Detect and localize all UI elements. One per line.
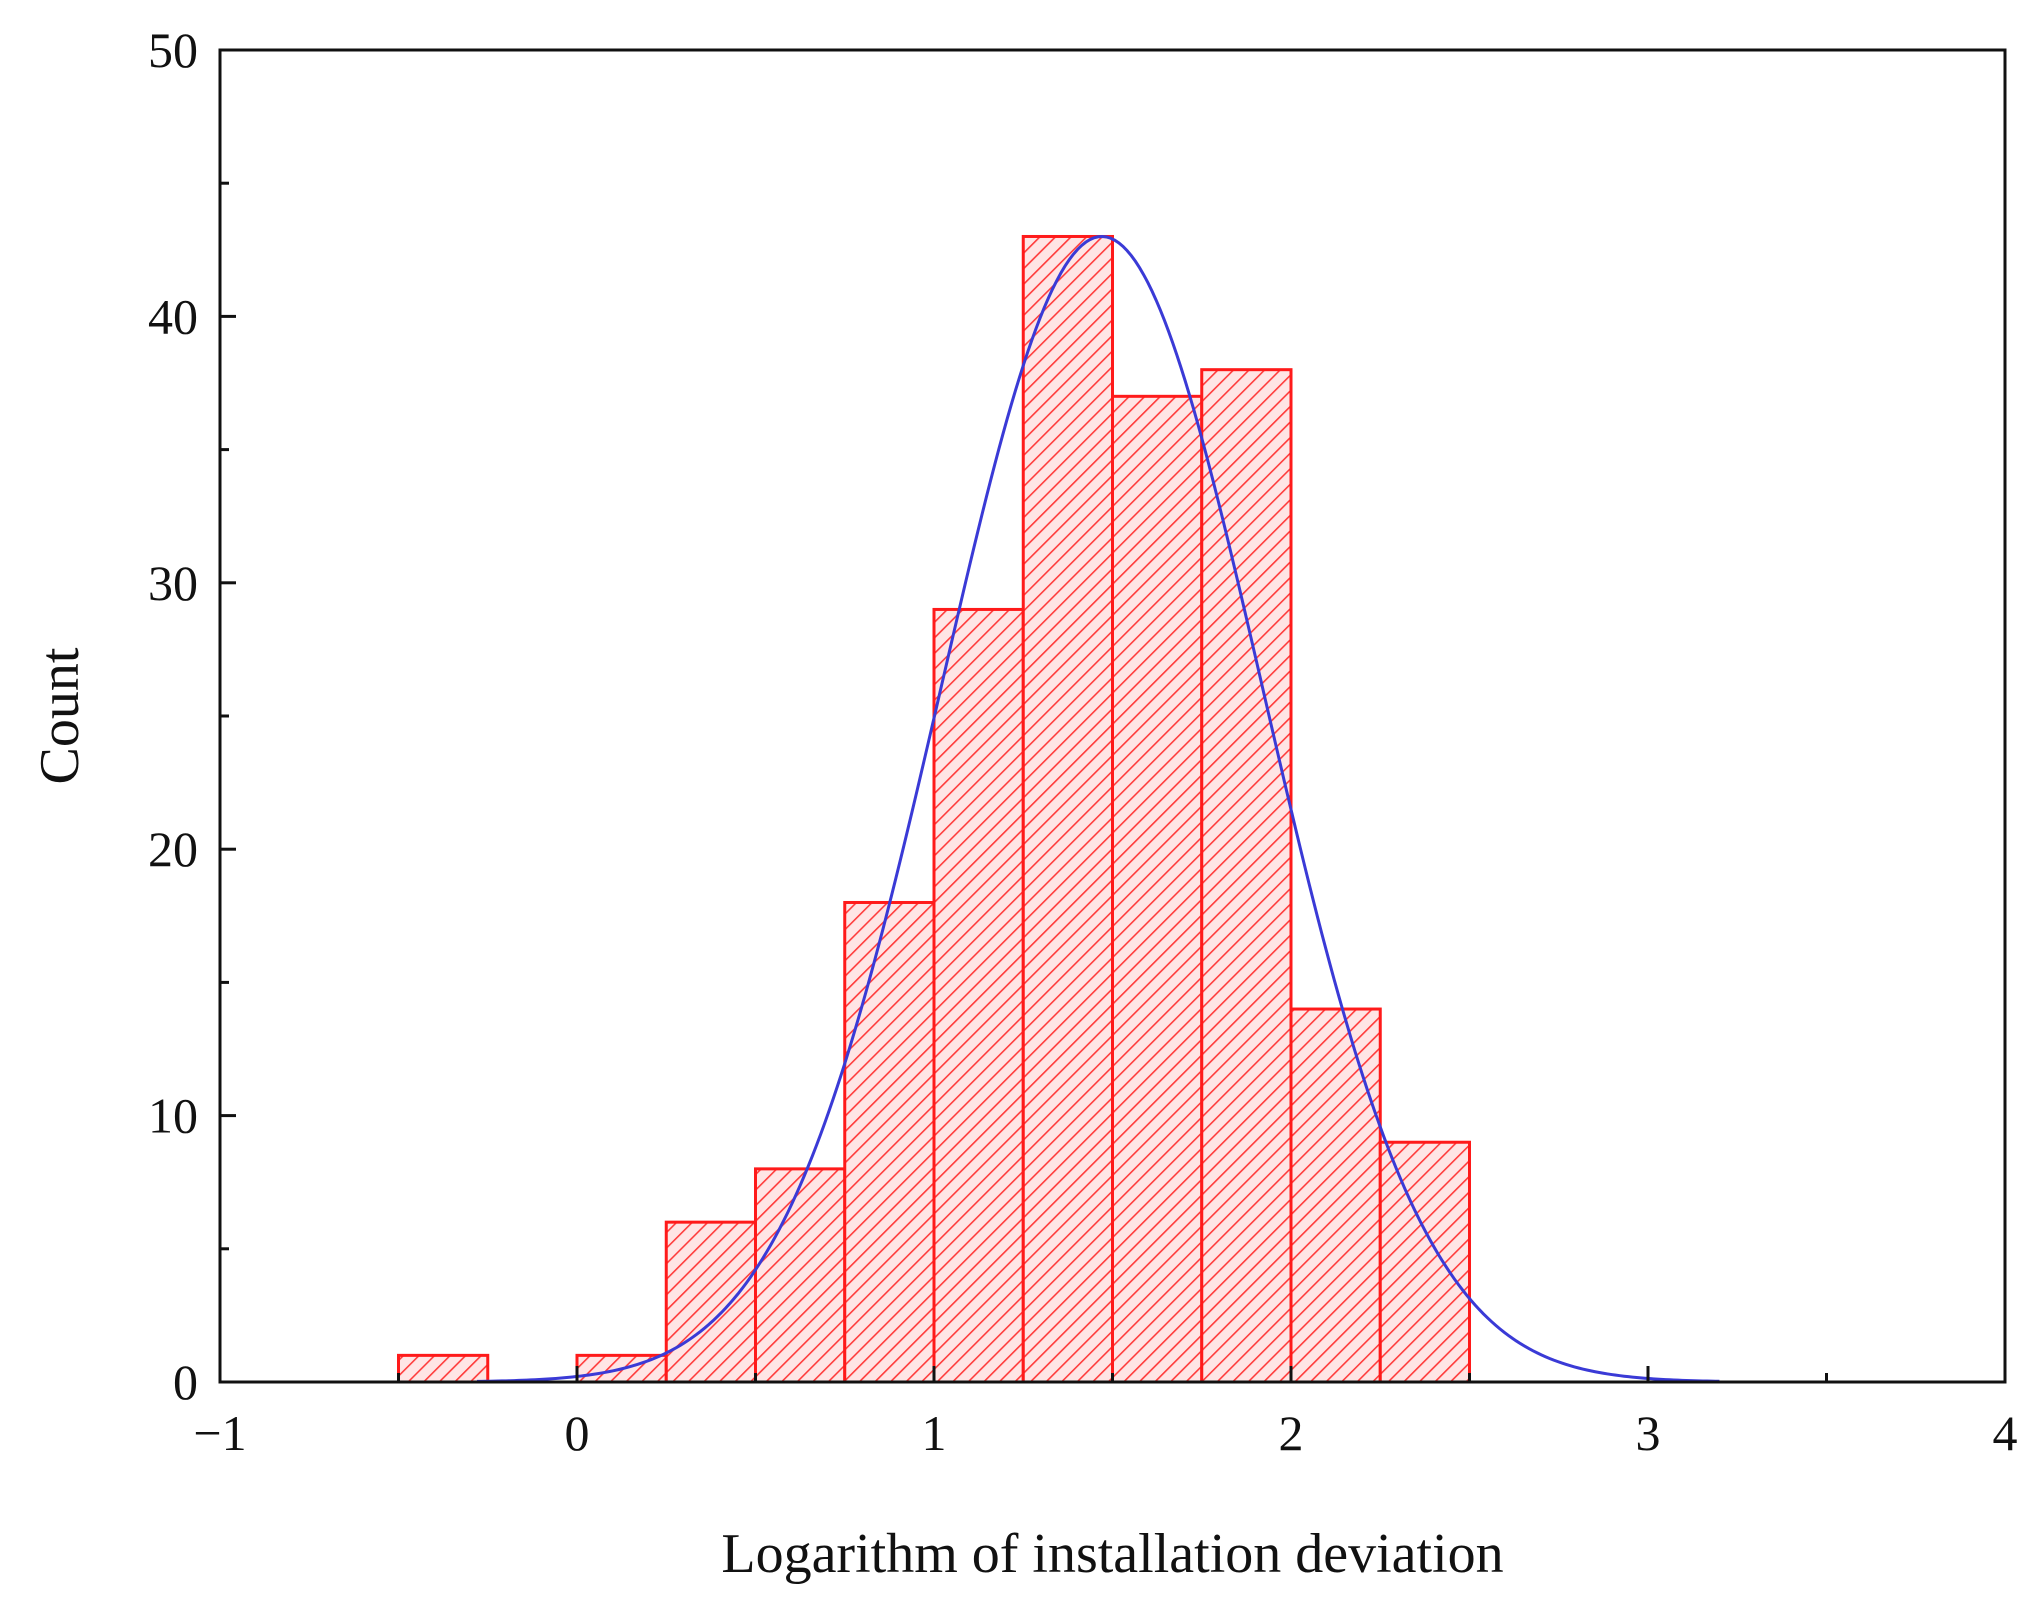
y-axis-ticks: 0 10 20 30 40 50 (148, 22, 236, 1410)
x-tick-label: −1 (193, 1405, 246, 1461)
histogram-bar (1021, 234, 1114, 1384)
histogram-bar (843, 900, 936, 1384)
histogram-bar (932, 607, 1025, 1384)
y-axis-label: Count (29, 647, 91, 784)
y-tick-label: 30 (148, 555, 198, 611)
x-tick-label: 1 (922, 1405, 947, 1461)
x-tick-label: 2 (1279, 1405, 1304, 1461)
y-tick-label: 10 (148, 1088, 198, 1144)
x-axis-label: Logarithm of installation deviation (721, 1523, 1503, 1585)
x-tick-label: 3 (1636, 1405, 1661, 1461)
histogram-bar (1200, 368, 1293, 1384)
histogram-bar (397, 1353, 490, 1384)
y-tick-label: 50 (148, 22, 198, 78)
normal-fit-curve (477, 234, 1720, 1383)
histogram-bars (397, 234, 1471, 1384)
histogram-bar (1378, 1140, 1471, 1384)
x-tick-label: 4 (1993, 1405, 2018, 1461)
x-tick-label: 0 (565, 1405, 590, 1461)
y-tick-label: 20 (148, 821, 198, 877)
y-tick-label: 0 (173, 1354, 198, 1410)
histogram-bar (664, 1220, 757, 1384)
y-tick-label: 40 (148, 288, 198, 344)
histogram-bar (754, 1167, 847, 1384)
x-axis-ticks: −1 0 1 2 3 4 (193, 1366, 2018, 1461)
histogram-bar (1111, 394, 1204, 1384)
histogram-bar (1289, 1007, 1382, 1384)
